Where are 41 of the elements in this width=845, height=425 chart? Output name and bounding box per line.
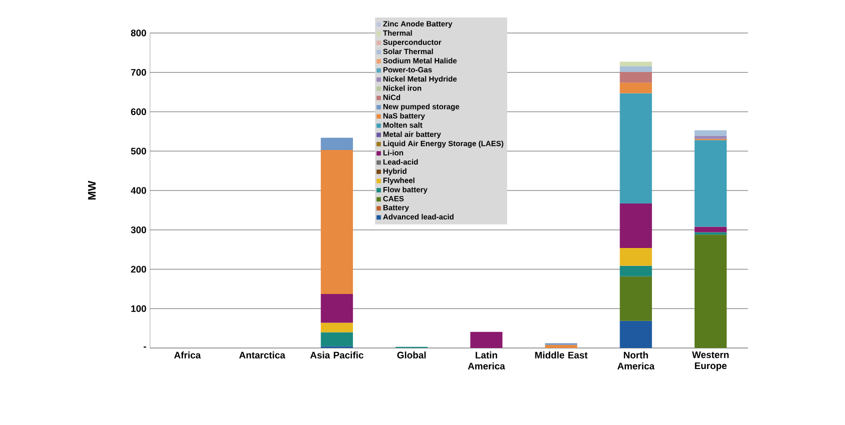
bar — [620, 82, 652, 94]
bar — [694, 136, 727, 139]
bar — [620, 248, 652, 266]
bar — [620, 72, 652, 83]
y-tick-label: 500 — [130, 148, 146, 154]
bar — [320, 150, 353, 294]
bar — [620, 320, 652, 348]
bar — [620, 266, 652, 276]
x-tick-label: Middle East — [535, 352, 588, 358]
bar — [694, 226, 727, 232]
y-tick-label: 300 — [130, 226, 146, 234]
bar — [320, 322, 353, 332]
bar — [620, 93, 652, 204]
x-tick-label: North America — [617, 352, 655, 370]
x-tick-label: Antarctica — [239, 352, 286, 358]
bar — [545, 344, 578, 348]
bar — [620, 203, 652, 248]
bar — [694, 140, 727, 227]
y-tick-label: 100 — [131, 305, 146, 312]
x-tick-label: Asia Pacific — [310, 352, 364, 358]
bar — [620, 66, 652, 72]
bar — [470, 332, 502, 348]
x-tick-label: Africa — [174, 352, 201, 358]
bar — [320, 138, 353, 150]
y-tick-label: 800 — [130, 30, 146, 36]
y-tick-label: 200 — [131, 266, 146, 273]
y-tick-label: - — [144, 346, 146, 348]
bar — [620, 62, 652, 66]
y-axis-title: MW — [88, 180, 96, 200]
bar — [694, 130, 727, 136]
bar — [620, 276, 652, 321]
bar — [320, 332, 353, 346]
bar — [694, 234, 727, 348]
x-tick-label: Latin America — [468, 352, 506, 370]
bar — [694, 232, 727, 235]
x-tick-label: Western Europe — [692, 352, 729, 371]
bar — [320, 294, 353, 323]
x-tick-label: Global — [397, 352, 426, 358]
y-tick-label: 600 — [131, 108, 146, 116]
y-tick-label: 400 — [130, 187, 146, 194]
y-tick-label: 700 — [131, 69, 146, 76]
